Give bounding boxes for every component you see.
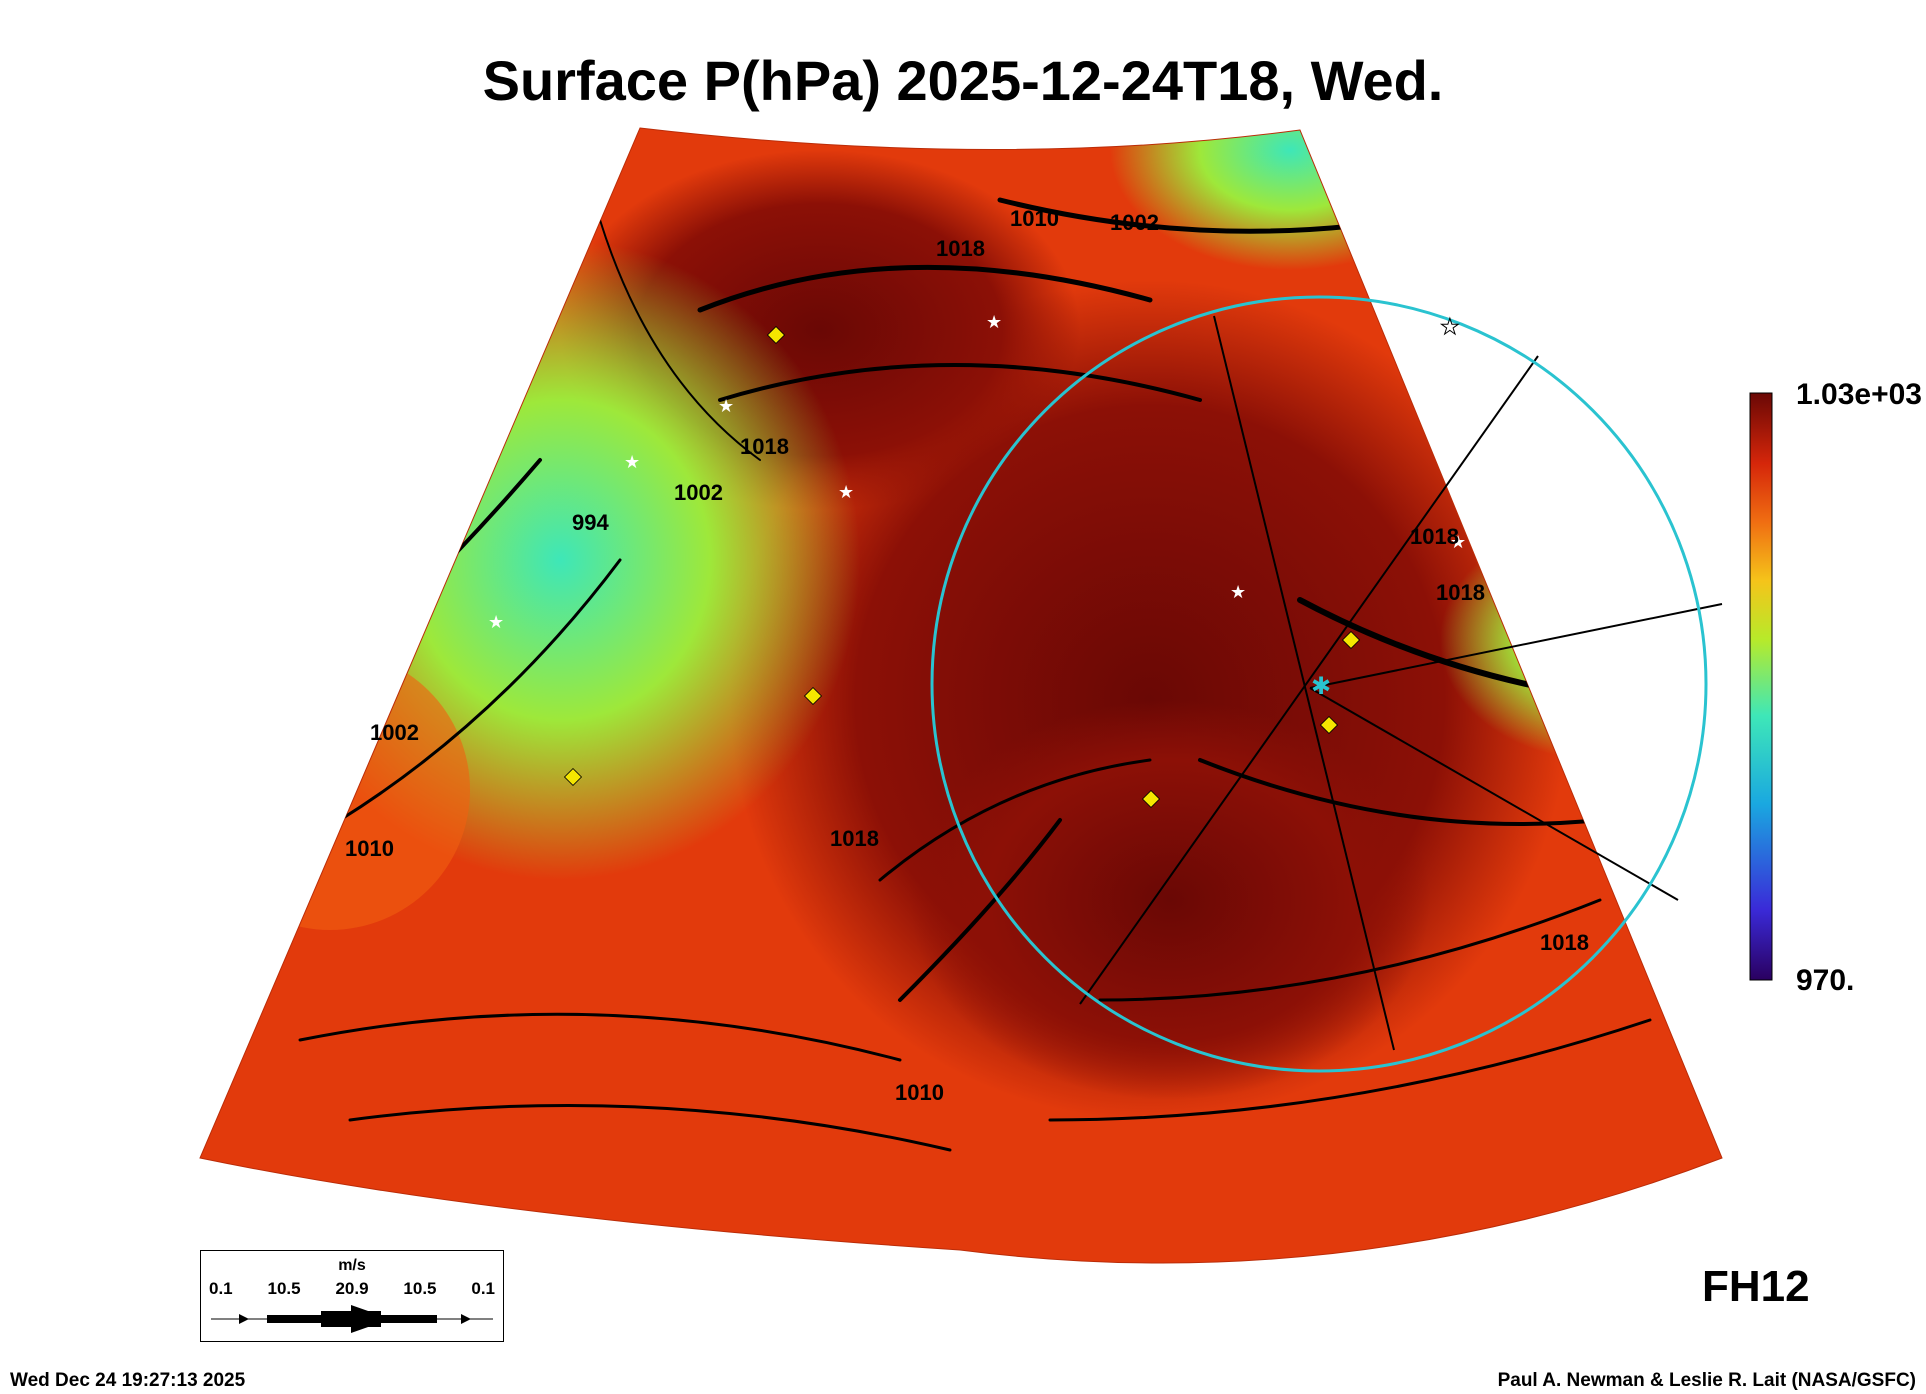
star-icon: ★ bbox=[488, 612, 504, 632]
marker-diamond-icon bbox=[1141, 789, 1161, 809]
legend-arrow-scale bbox=[211, 1305, 493, 1333]
star-icon: ★ bbox=[986, 312, 1002, 332]
legend-tick: 0.1 bbox=[209, 1279, 233, 1298]
legend-unit: m/s bbox=[338, 1257, 366, 1274]
isobar-label: 1002 bbox=[674, 480, 723, 505]
star-icon: ★ bbox=[1450, 532, 1466, 552]
cross-section-lines bbox=[1079, 315, 1723, 1051]
isobar-label: 1018 bbox=[1540, 930, 1589, 955]
map-title: Surface P(hPa) 2025-12-24T18, Wed. bbox=[482, 49, 1444, 112]
station-markers bbox=[563, 325, 1361, 809]
isobar-label: 1018 bbox=[830, 826, 879, 851]
star-icon: ★ bbox=[838, 482, 854, 502]
legend-tick: 0.1 bbox=[471, 1279, 495, 1298]
map-boundary bbox=[199, 127, 1723, 1264]
star-icon: ★ bbox=[1230, 582, 1246, 602]
isobar-label: 1010 bbox=[345, 836, 394, 861]
pressure-field bbox=[200, 128, 1722, 1264]
forecast-hour-label: FH12 bbox=[1702, 1262, 1810, 1311]
streamlines bbox=[278, 197, 1652, 1152]
colorbar-min-label: 970. bbox=[1796, 964, 1855, 997]
legend-tick: 20.9 bbox=[335, 1279, 369, 1298]
radius-circle bbox=[930, 295, 1708, 1073]
colorbar bbox=[1749, 392, 1773, 981]
marker-diamond-icon bbox=[563, 767, 583, 787]
marker-diamond-icon bbox=[766, 325, 786, 345]
isobar-label: 1018 bbox=[1410, 524, 1459, 549]
isobar-label: 1018 bbox=[1436, 580, 1485, 605]
legend-tick: 10.5 bbox=[403, 1279, 437, 1298]
isobar-label: 1018 bbox=[936, 236, 985, 261]
circle-center-icon: ✱ bbox=[1311, 673, 1331, 700]
wind-speed-legend: m/s 0.1 10.5 20.9 10.5 0.1 bbox=[200, 1250, 504, 1342]
legend-tick: 10.5 bbox=[267, 1279, 301, 1298]
isobar-label: 1002 bbox=[370, 720, 419, 745]
isobar-labels: 1002 1010 1018 994 1002 1010 1018 1018 1… bbox=[345, 206, 1589, 1105]
isobar-label: 994 bbox=[572, 510, 609, 535]
isobar-label: 1018 bbox=[740, 434, 789, 459]
star-outline-icon: ★ bbox=[1440, 314, 1460, 339]
isobar-label: 1002 bbox=[1110, 210, 1159, 235]
marker-diamond-icon bbox=[803, 686, 823, 706]
credit: Paul A. Newman & Leslie R. Lait (NASA/GS… bbox=[1497, 1370, 1916, 1391]
isobar-label: 1010 bbox=[895, 1080, 944, 1105]
star-icon: ★ bbox=[624, 452, 640, 472]
legend-ticks: 0.1 10.5 20.9 10.5 0.1 bbox=[209, 1279, 495, 1299]
marker-diamond-icon bbox=[1319, 715, 1339, 735]
timestamp: Wed Dec 24 19:27:13 2025 bbox=[10, 1370, 246, 1391]
star-icon: ★ bbox=[718, 396, 734, 416]
white-stars: ★ ★ ★ ★ ★ ★ ★ bbox=[488, 312, 1466, 632]
marker-diamond-icon bbox=[1341, 630, 1361, 650]
isobar-label: 1010 bbox=[1010, 206, 1059, 231]
colorbar-max-label: 1.03e+03 bbox=[1796, 378, 1922, 411]
